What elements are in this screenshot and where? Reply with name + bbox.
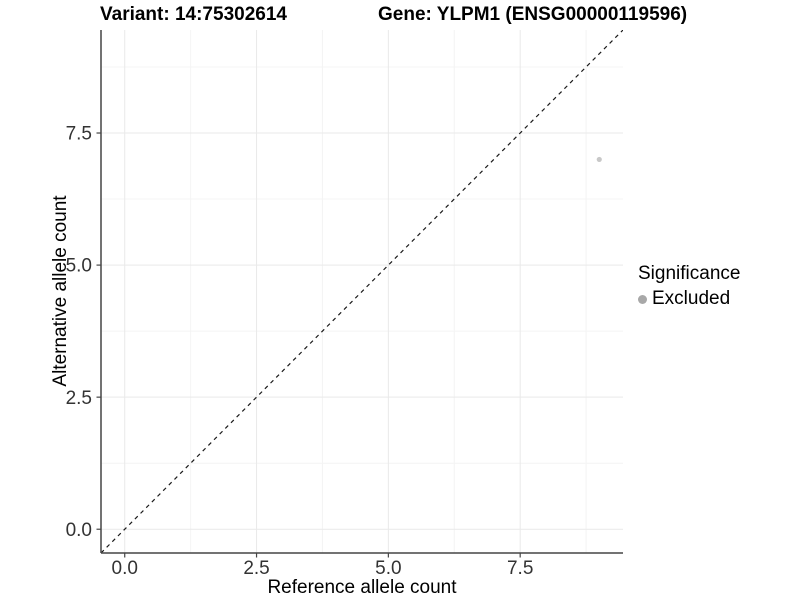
x-tick-label: 5.0 <box>375 558 401 579</box>
legend-item-excluded: Excluded <box>638 288 740 310</box>
x-tick-label: 2.5 <box>243 558 269 579</box>
y-tick-label: 7.5 <box>66 124 92 145</box>
legend: Significance Excluded <box>638 263 740 310</box>
y-axis-title: Alternative allele count <box>50 195 71 387</box>
plot-title-gene: Gene: YLPM1 (ENSG00000119596) <box>378 4 688 25</box>
legend-key-dot <box>638 294 647 304</box>
y-tick-label: 0.0 <box>66 520 92 541</box>
x-tick-label: 7.5 <box>507 558 533 579</box>
legend-title: Significance <box>638 263 741 284</box>
identity-dashed-line <box>101 30 623 553</box>
data-point <box>596 156 602 163</box>
legend-item-label: Excluded <box>652 288 731 309</box>
x-axis-title: Reference allele count <box>267 577 457 598</box>
y-tick-label: 2.5 <box>66 388 92 409</box>
x-tick-label: 0.0 <box>112 558 138 579</box>
plot-title-variant: Variant: 14:75302614 <box>100 4 287 25</box>
y-tick-label: 5.0 <box>66 256 92 277</box>
